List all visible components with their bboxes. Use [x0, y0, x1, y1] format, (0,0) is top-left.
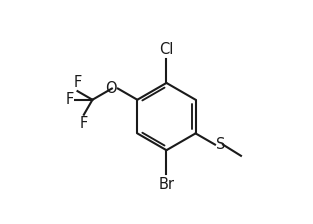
Text: S: S [216, 137, 226, 152]
Text: F: F [80, 116, 88, 131]
Text: F: F [73, 75, 82, 90]
Text: O: O [105, 80, 116, 95]
Text: Cl: Cl [159, 41, 174, 56]
Text: Br: Br [158, 177, 174, 192]
Text: F: F [66, 92, 74, 107]
